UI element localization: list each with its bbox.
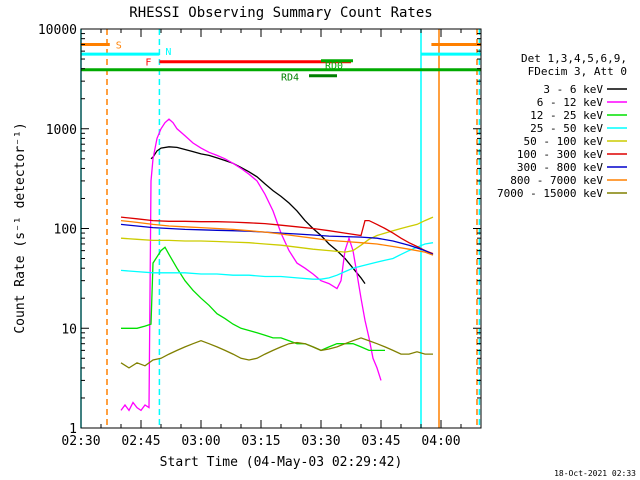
legend-entry-label: 25 - 50 keV — [530, 122, 603, 135]
series-line — [120, 216, 434, 253]
x-tick-label: 04:00 — [421, 434, 460, 449]
series-line — [150, 146, 366, 284]
legend-entry-label: 7000 - 15000 keV — [497, 187, 603, 200]
legend-entry-label: 800 - 7000 keV — [510, 174, 603, 187]
x-tick-label: 02:45 — [121, 434, 160, 449]
state-bar-label: RD0 — [325, 61, 343, 72]
state-bar-label: F — [145, 58, 151, 69]
x-tick-label: 03:00 — [181, 434, 220, 449]
footer-timestamp: 18-Oct-2021 02:33 — [554, 469, 636, 478]
x-tick-label: 03:30 — [301, 434, 340, 449]
y-tick-label: 100 — [54, 223, 77, 238]
legend-entry-label: 6 - 12 keV — [537, 96, 604, 109]
x-tick-label: 02:30 — [61, 434, 100, 449]
legend-entry-label: 3 - 6 keV — [543, 83, 603, 96]
x-tick-label: 03:15 — [241, 434, 280, 449]
y-axis-label: Count Rate (s⁻¹ detector⁻¹) — [13, 122, 28, 333]
legend-header: FDecim 3, Att 0 — [528, 65, 627, 78]
series-line — [120, 219, 434, 256]
y-tick-label: 1000 — [46, 123, 77, 138]
series-lines — [120, 118, 434, 412]
state-bar-label: S — [116, 40, 122, 51]
y-tick-label: 1 — [69, 422, 77, 437]
legend-entry-label: 50 - 100 keV — [524, 135, 604, 148]
series-line — [120, 223, 434, 255]
legend-entry-label: 100 - 300 keV — [517, 148, 603, 161]
y-tick-label: 10000 — [38, 23, 77, 38]
series-line — [120, 242, 434, 280]
series-line — [120, 216, 434, 255]
state-bar-label: N — [165, 47, 171, 58]
legend-entry-label: 12 - 25 keV — [530, 109, 603, 122]
state-level-bars: S N F RD0 RD4 — [81, 40, 481, 84]
legend-entry-label: 300 - 800 keV — [517, 161, 603, 174]
state-bar-label: RD4 — [281, 73, 299, 84]
series-line — [120, 337, 433, 369]
legend-header: Det 1,3,4,5,6,9, — [521, 52, 627, 65]
x-tick-label: 03:45 — [361, 434, 400, 449]
axes: 02:30 02:45 03:00 03:15 03:30 03:45 04:00 1 10 10… — [38, 23, 482, 449]
chart-title: RHESSI Observing Summary Count Rates — [129, 5, 432, 21]
legend: Det 1,3,4,5,6,9,FDecim 3, Att 0 3 - 6 keV… — [497, 52, 627, 200]
y-tick-label: 10 — [61, 322, 77, 337]
x-axis-label: Start Time (04-May-03 02:29:42) — [160, 455, 403, 470]
series-line — [121, 246, 385, 352]
